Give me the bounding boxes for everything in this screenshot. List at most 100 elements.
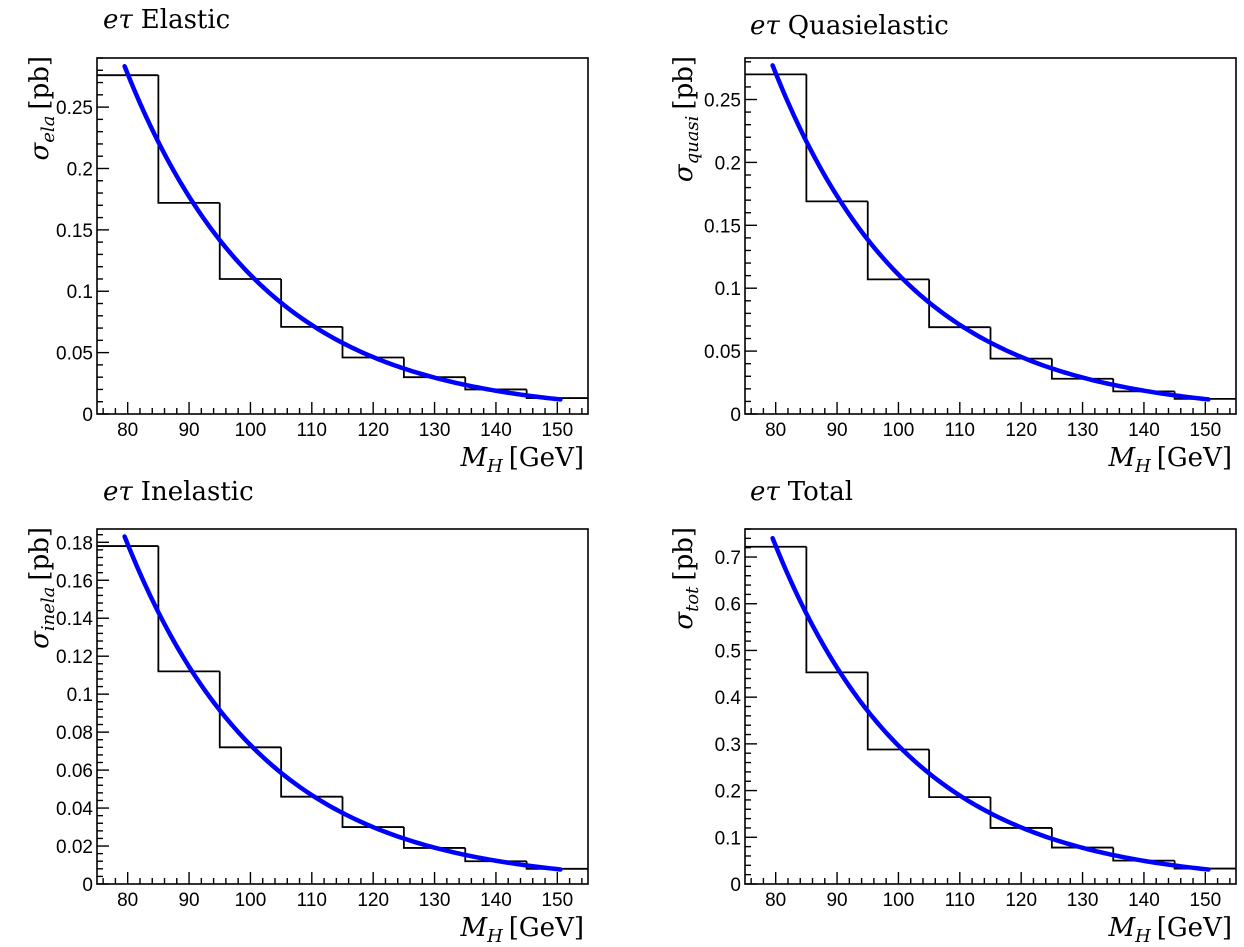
histogram-bin	[280, 747, 343, 798]
x-tick-label: 90	[178, 890, 199, 911]
title-text: Elastic	[141, 5, 230, 35]
x-tick-label: 140	[1128, 420, 1160, 441]
x-axis-label: MH [GeV]	[1107, 443, 1232, 477]
chart-title: eτ Inelastic	[103, 477, 254, 507]
x-tick-label: 150	[541, 890, 573, 911]
y-tick-label: 0.1	[67, 282, 93, 303]
y-axis-label: σinela[pb]	[25, 527, 59, 649]
histogram-bin	[464, 377, 527, 391]
y-tick-label: 0.6	[715, 595, 741, 616]
y-axis-label: σela[pb]	[25, 56, 59, 160]
x-tick-label: 140	[1128, 890, 1160, 911]
histogram-bin	[989, 797, 1052, 829]
x-tick-label: 120	[357, 420, 389, 441]
chart-title: eτ Elastic	[103, 5, 230, 35]
x-tick-label: 150	[541, 420, 573, 441]
x-tick-label: 110	[945, 890, 975, 911]
y-tick-label: 0.3	[715, 735, 741, 756]
x-tick-label: 130	[1067, 420, 1099, 441]
title-prefix: eτ	[750, 11, 780, 41]
fit-curve	[770, 63, 1211, 402]
histogram-bin	[341, 796, 404, 828]
histogram-bin	[805, 74, 868, 203]
histogram-bin	[157, 75, 220, 204]
y-tick-label: 0	[730, 875, 741, 896]
y-tick-label: 0.2	[715, 153, 741, 174]
y-tick-label: 0.05	[56, 344, 93, 365]
histogram-bin	[402, 357, 466, 379]
x-tick-label: 110	[945, 420, 975, 441]
x-tick-label: 90	[826, 420, 847, 441]
x-tick-label: 120	[357, 890, 389, 911]
x-tick-label: 100	[235, 420, 267, 441]
plot-frame	[96, 57, 589, 415]
histogram-bin	[1050, 827, 1114, 849]
histogram-bin	[928, 749, 991, 799]
y-axis-label: σquasi[pb]	[669, 56, 703, 182]
fit-curve	[122, 534, 563, 872]
x-tick-label: 120	[1005, 420, 1037, 441]
title-prefix: eτ	[103, 477, 133, 507]
y-tick-label: 0.15	[704, 216, 741, 237]
y-tick-label: 0.08	[56, 723, 93, 744]
chart-panel-2: eτ Quasielastic 80 90 100 110 120 130 140 150 0 0.0…	[669, 11, 1237, 477]
histogram-bin	[928, 279, 991, 329]
x-tick-label: 120	[1005, 890, 1037, 911]
y-tick-label: 0.06	[56, 761, 93, 782]
y-tick-label: 0.25	[56, 98, 93, 119]
chart-panel-3: eτ Inelastic 80 90 100 110 120 130 140 150 0 0.02 0.…	[25, 477, 589, 947]
y-tick-label: 0.4	[715, 688, 742, 709]
chart-panel-4: eτ Total 80 90 100 110 120 130 140 150 0 0.1 0.2 0.3 0…	[669, 477, 1237, 947]
title-text: Quasielastic	[788, 11, 949, 41]
x-tick-label: 110	[297, 420, 327, 441]
y-tick-label: 0.25	[704, 91, 741, 112]
x-axis-label: MH [GeV]	[1107, 913, 1232, 947]
histogram-bin	[402, 827, 466, 849]
y-tick-label: 0	[82, 405, 93, 426]
plot-frame	[744, 528, 1237, 885]
x-axis-label: MH [GeV]	[459, 913, 584, 947]
y-tick-label: 0.12	[56, 647, 93, 668]
x-tick-label: 110	[297, 890, 327, 911]
x-tick-label: 80	[117, 420, 138, 441]
x-tick-label: 100	[235, 890, 267, 911]
histogram-bin	[805, 546, 868, 674]
histogram-bin	[157, 546, 220, 673]
x-tick-label: 90	[826, 890, 847, 911]
fit-curve	[122, 64, 563, 402]
x-axis-label: MH [GeV]	[459, 443, 584, 477]
y-tick-label: 0.04	[56, 799, 93, 820]
chart-panel-1: eτ Elastic 80 90 100 110 120 130 140 150 0 0.05 0.1 0…	[25, 5, 589, 477]
histogram-bin	[866, 201, 930, 281]
y-tick-label: 0.05	[704, 342, 741, 363]
y-tick-label: 0.14	[56, 609, 93, 630]
x-tick-label: 80	[765, 420, 786, 441]
plot-frame	[96, 528, 589, 885]
chart-title: eτ Quasielastic	[750, 11, 949, 41]
histogram-bin	[989, 327, 1052, 360]
chart-title: eτ Total	[750, 477, 853, 507]
title-prefix: eτ	[750, 477, 780, 507]
y-tick-label: 0.7	[715, 548, 741, 569]
x-tick-label: 140	[480, 420, 512, 441]
y-tick-label: 0.2	[67, 159, 93, 180]
y-tick-label: 0.1	[715, 828, 741, 849]
x-tick-label: 80	[765, 890, 786, 911]
x-tick-label: 140	[480, 890, 512, 911]
y-tick-label: 0.5	[715, 641, 741, 662]
y-axis-label: σtot[pb]	[669, 527, 703, 630]
fit-curve	[770, 535, 1211, 872]
y-tick-label: 0.16	[56, 571, 93, 592]
histogram-bin	[218, 671, 282, 749]
histogram-bin	[341, 326, 404, 359]
y-tick-label: 0	[82, 875, 93, 896]
x-tick-label: 130	[419, 890, 451, 911]
y-tick-label: 0	[730, 405, 741, 426]
x-tick-label: 100	[883, 420, 915, 441]
histogram-bin	[866, 672, 930, 751]
y-tick-label: 0.15	[56, 221, 93, 242]
title-prefix: eτ	[103, 5, 133, 35]
x-tick-label: 130	[419, 420, 451, 441]
histogram-bin	[525, 389, 588, 399]
x-tick-label: 90	[178, 420, 199, 441]
